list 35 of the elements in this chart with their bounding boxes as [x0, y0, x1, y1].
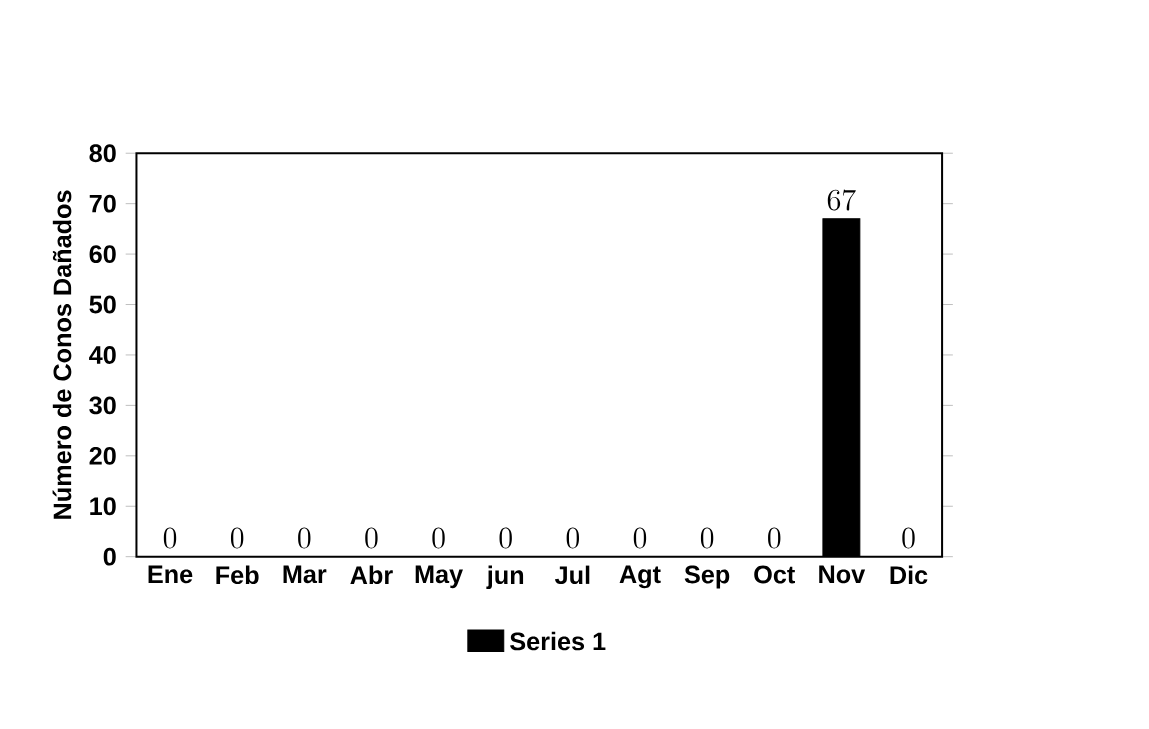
data-label: 0 [566, 527, 579, 549]
data-label: 0 [365, 527, 378, 549]
data-label: 0 [230, 527, 244, 549]
y-tick-label: 60 [89, 245, 116, 263]
x-tick-label: Jul [555, 565, 590, 585]
legend-label: Series 1 [510, 631, 606, 651]
data-label: 0 [163, 527, 177, 549]
data-label: 0 [633, 527, 647, 549]
x-tick-label: Mar [283, 565, 327, 584]
x-tick-label: Nov [819, 565, 866, 584]
y-tick-label: 20 [89, 446, 116, 465]
x-tick-label: Oct [754, 565, 795, 584]
x-tick-label: May [415, 565, 463, 589]
data-label: 67 [827, 189, 856, 211]
x-tick-label: Abr [350, 565, 393, 585]
x-tick-label: Ene [148, 565, 193, 584]
x-tick-label: Feb [216, 565, 259, 585]
x-tick-label: Dic [890, 565, 928, 585]
y-axis-title: Número de Conos Dañados [52, 190, 72, 519]
data-label: 0 [902, 527, 915, 549]
data-label: 0 [298, 527, 311, 549]
y-tick-label: 30 [89, 396, 116, 415]
x-tick-label: Agt [619, 565, 661, 589]
y-tick-label: 70 [89, 194, 116, 213]
y-tick-label: 40 [89, 346, 116, 364]
data-label: 0 [768, 527, 781, 549]
y-tick-label: 0 [103, 547, 116, 566]
data-label: 0 [432, 527, 445, 549]
y-tick-label: 50 [89, 295, 116, 314]
y-tick-label: 80 [89, 144, 116, 163]
data-label: 0 [700, 527, 714, 549]
data-label: 0 [499, 527, 512, 549]
x-tick-label: Sep [684, 565, 730, 589]
y-tick-label: 10 [90, 497, 116, 516]
x-tick-label: jun [486, 565, 524, 590]
